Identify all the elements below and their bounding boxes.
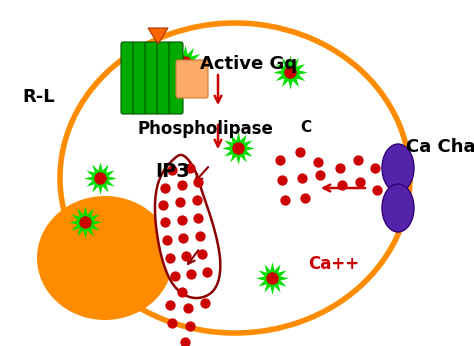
Point <box>316 172 324 178</box>
Point <box>371 165 379 171</box>
Point <box>281 197 289 203</box>
Point <box>336 165 344 171</box>
Text: Ca++: Ca++ <box>308 255 359 273</box>
Point <box>168 167 176 173</box>
Text: C: C <box>300 120 311 135</box>
Point <box>373 187 381 193</box>
Text: R-L: R-L <box>22 88 55 106</box>
Point <box>178 182 186 188</box>
Text: IP3: IP3 <box>155 162 190 181</box>
Point <box>179 235 187 241</box>
Point <box>96 175 104 181</box>
Point <box>201 300 209 306</box>
Point <box>234 145 242 151</box>
Point <box>166 255 174 261</box>
Point <box>163 237 171 243</box>
Point <box>286 69 294 75</box>
Point <box>168 320 176 326</box>
Ellipse shape <box>382 184 414 232</box>
FancyBboxPatch shape <box>121 42 135 114</box>
Point <box>196 233 204 239</box>
Point <box>187 271 195 277</box>
Point <box>178 289 186 295</box>
Ellipse shape <box>37 196 173 320</box>
Point <box>186 165 194 171</box>
Ellipse shape <box>60 23 410 333</box>
Point <box>338 182 346 188</box>
Point <box>178 217 186 223</box>
Point <box>278 177 286 183</box>
Point <box>166 302 174 308</box>
Point <box>184 305 192 311</box>
Polygon shape <box>155 155 220 298</box>
Point <box>181 59 189 65</box>
Point <box>354 157 362 163</box>
Point <box>182 253 190 259</box>
Point <box>268 275 276 281</box>
FancyBboxPatch shape <box>176 60 208 98</box>
Point <box>268 275 276 281</box>
Polygon shape <box>148 28 168 44</box>
Ellipse shape <box>382 144 414 192</box>
Point <box>276 157 284 163</box>
Text: Phospholipase: Phospholipase <box>138 120 274 138</box>
Point <box>298 175 306 181</box>
Point <box>161 219 169 225</box>
FancyBboxPatch shape <box>145 42 159 114</box>
Point <box>96 175 104 181</box>
Point <box>181 59 189 65</box>
Point <box>186 323 194 329</box>
Point <box>286 69 294 75</box>
FancyBboxPatch shape <box>133 42 147 114</box>
FancyBboxPatch shape <box>169 42 183 114</box>
Point <box>296 149 304 155</box>
Point <box>81 219 89 225</box>
Point <box>194 179 202 185</box>
FancyBboxPatch shape <box>157 42 171 114</box>
Point <box>194 215 202 221</box>
Point <box>193 197 201 203</box>
Point <box>203 269 211 275</box>
Point <box>171 273 179 279</box>
Point <box>81 219 89 225</box>
Point <box>176 199 184 205</box>
Point <box>159 202 167 208</box>
Point <box>198 251 206 257</box>
Point <box>314 159 322 165</box>
Point <box>301 195 309 201</box>
Text: Active Gq: Active Gq <box>200 55 297 73</box>
Point <box>356 179 364 185</box>
Point <box>181 339 189 345</box>
Point <box>234 145 242 151</box>
Point <box>161 185 169 191</box>
Text: Ca Channel: Ca Channel <box>406 138 474 156</box>
